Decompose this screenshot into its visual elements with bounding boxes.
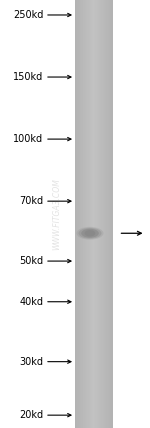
Text: 30kd: 30kd xyxy=(20,357,44,367)
Bar xyxy=(101,0,102,428)
Bar xyxy=(100,0,101,428)
Bar xyxy=(88,0,89,428)
Bar xyxy=(76,0,77,428)
Bar xyxy=(81,0,82,428)
Bar xyxy=(112,0,150,428)
Bar xyxy=(75,0,76,428)
Bar xyxy=(86,0,87,428)
Bar xyxy=(77,0,78,428)
Bar xyxy=(82,0,83,428)
Bar xyxy=(93,0,94,428)
Bar xyxy=(80,0,81,428)
Text: 50kd: 50kd xyxy=(19,256,44,266)
Bar xyxy=(102,0,103,428)
Ellipse shape xyxy=(76,227,103,240)
Bar xyxy=(82,0,83,428)
Bar xyxy=(89,0,90,428)
Bar xyxy=(94,0,95,428)
Bar xyxy=(97,0,98,428)
Ellipse shape xyxy=(79,228,102,239)
Text: 250kd: 250kd xyxy=(13,10,44,20)
Bar xyxy=(85,0,86,428)
Bar xyxy=(105,0,106,428)
Bar xyxy=(91,0,92,428)
Bar xyxy=(79,0,80,428)
Bar xyxy=(98,0,99,428)
Bar xyxy=(106,0,107,428)
Bar xyxy=(87,0,88,428)
Text: 70kd: 70kd xyxy=(19,196,44,206)
Bar xyxy=(107,0,108,428)
Bar xyxy=(0,0,75,428)
Bar xyxy=(104,0,105,428)
Text: 20kd: 20kd xyxy=(19,410,44,420)
Bar xyxy=(92,0,93,428)
Text: 40kd: 40kd xyxy=(20,297,44,307)
Text: WWW.FITGA3.COM: WWW.FITGA3.COM xyxy=(52,178,62,250)
Bar xyxy=(99,0,100,428)
Bar xyxy=(95,0,96,428)
Bar xyxy=(96,0,97,428)
Bar xyxy=(109,0,110,428)
Bar xyxy=(110,0,111,428)
Bar xyxy=(83,0,84,428)
Bar xyxy=(90,0,91,428)
Bar xyxy=(78,0,79,428)
Bar xyxy=(103,0,104,428)
Ellipse shape xyxy=(85,230,95,236)
Text: 100kd: 100kd xyxy=(13,134,44,144)
Bar xyxy=(84,0,85,428)
Text: 150kd: 150kd xyxy=(13,72,44,82)
Bar xyxy=(111,0,112,428)
Ellipse shape xyxy=(81,229,99,238)
Bar xyxy=(108,0,109,428)
